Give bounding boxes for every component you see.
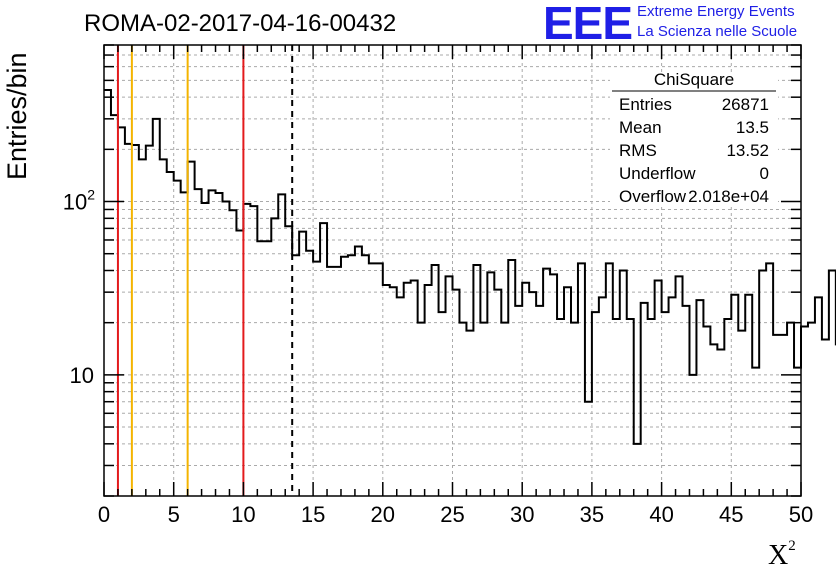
eee-logo: EEE <box>543 0 633 49</box>
logo-tagline-2: La Scienza nelle Scuole <box>637 23 798 40</box>
y-tick-label: 102 <box>63 187 95 215</box>
x-axis-label-exponent: 2 <box>788 538 796 554</box>
stats-row-value: 0 <box>760 164 769 183</box>
y-tick-label-exponent: 2 <box>87 187 95 203</box>
stats-row-value: 13.5 <box>736 118 769 137</box>
x-tick-label: 5 <box>168 502 180 527</box>
stats-row-value: 2.018e+04 <box>688 187 769 206</box>
x-tick-label: 40 <box>649 502 673 527</box>
x-axis-label-symbol: X <box>768 540 789 571</box>
x-tick-label: 50 <box>789 502 813 527</box>
y-tick-label-base: 10 <box>63 190 87 215</box>
grid-lines <box>103 44 802 497</box>
histogram-bins <box>104 89 836 445</box>
stats-title: ChiSquare <box>654 70 734 89</box>
stats-row-value: 13.52 <box>726 141 769 160</box>
chart-title: ROMA-02-2017-04-16-00432 <box>84 10 397 37</box>
x-axis-label: X2 <box>768 538 796 572</box>
stats-row-label: RMS <box>619 141 657 160</box>
stats-row-label: Overflow <box>619 187 687 206</box>
reference-lines <box>116 45 294 496</box>
stats-row-value: 26871 <box>722 95 769 114</box>
stats-box-background <box>610 73 778 205</box>
x-tick-label: 20 <box>371 502 395 527</box>
x-tick-label: 25 <box>440 502 464 527</box>
x-tick-label: 45 <box>719 502 743 527</box>
x-tick-label: 15 <box>301 502 325 527</box>
stats-row-label: Underflow <box>619 164 696 183</box>
stats-row-label: Entries <box>619 95 672 114</box>
logo-tagline-1: Extreme Energy Events <box>637 3 795 20</box>
y-tick-label: 10 <box>70 363 94 388</box>
stats-row-label: Mean <box>619 118 662 137</box>
x-tick-label: 10 <box>231 502 255 527</box>
stats-box: ChiSquare Entries 26871 Mean 13.5 RMS 13.52 Und… <box>610 70 778 206</box>
histogram-step-line <box>104 89 836 445</box>
x-tick-label: 0 <box>98 502 110 527</box>
x-tick-label: 30 <box>510 502 534 527</box>
x-tick-label: 35 <box>580 502 604 527</box>
